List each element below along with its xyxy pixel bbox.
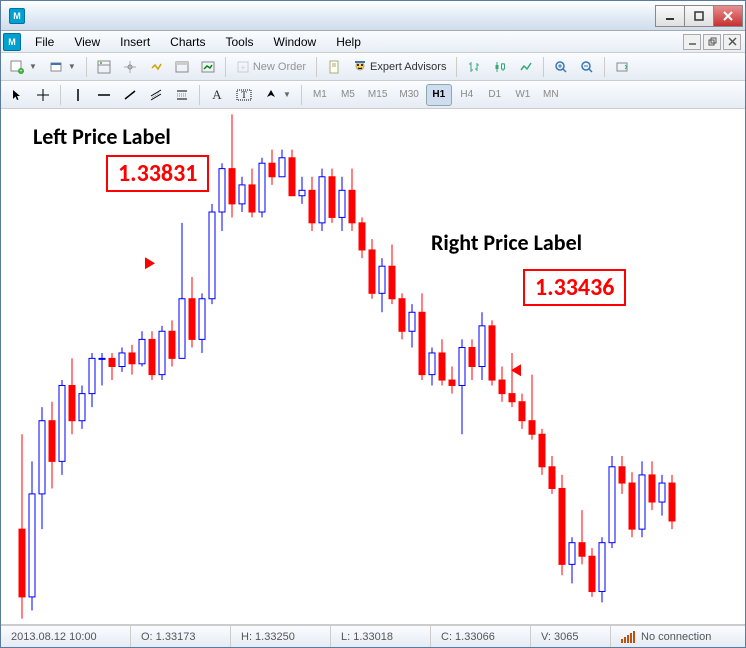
- strategy-tester-button[interactable]: [196, 56, 220, 78]
- status-datetime: 2013.08.12 10:00: [1, 626, 131, 647]
- timeframe-h4[interactable]: H4: [454, 84, 480, 106]
- data-window-button[interactable]: [144, 56, 168, 78]
- profiles-button[interactable]: ▼: [44, 56, 81, 78]
- svg-text:+: +: [241, 63, 246, 72]
- menu-tools[interactable]: Tools: [216, 33, 264, 51]
- minimize-button[interactable]: [655, 5, 685, 27]
- timeframe-m1[interactable]: M1: [307, 84, 333, 106]
- bar-chart-button[interactable]: [462, 56, 486, 78]
- new-order-button[interactable]: + New Order: [231, 56, 311, 78]
- auto-scroll-button[interactable]: [610, 56, 634, 78]
- expert-advisors-button[interactable]: Expert Advisors: [348, 56, 451, 78]
- timeframe-w1[interactable]: W1: [510, 84, 536, 106]
- text-label-button[interactable]: T: [231, 84, 257, 106]
- left-price-label-value: 1.33831: [106, 155, 209, 192]
- toolbar-main: +▼ ▼ +New Order Expert Advisors: [1, 53, 745, 81]
- dropdown-arrow-icon: ▼: [29, 62, 37, 71]
- cursor-button[interactable]: [5, 84, 29, 106]
- mdi-close-button[interactable]: [723, 34, 741, 50]
- timeframe-m15[interactable]: M15: [363, 84, 392, 106]
- timeframe-m5[interactable]: M5: [335, 84, 361, 106]
- terminal-button[interactable]: [170, 56, 194, 78]
- mdi-controls: [683, 34, 743, 50]
- crosshair-button[interactable]: [31, 84, 55, 106]
- line-chart-button[interactable]: [514, 56, 538, 78]
- trendline-button[interactable]: [118, 84, 142, 106]
- market-watch-button[interactable]: [92, 56, 116, 78]
- status-low: L: 1.33018: [331, 626, 431, 647]
- close-button[interactable]: [713, 5, 743, 27]
- status-close: C: 1.33066: [431, 626, 531, 647]
- zoom-out-button[interactable]: [575, 56, 599, 78]
- horizontal-line-button[interactable]: [92, 84, 116, 106]
- candlestick-chart-button[interactable]: [488, 56, 512, 78]
- dropdown-arrow-icon: ▼: [283, 90, 291, 99]
- left-price-label-title: Left Price Label: [33, 123, 171, 150]
- menu-file[interactable]: File: [25, 33, 64, 51]
- equidistant-channel-button[interactable]: [144, 84, 168, 106]
- status-connection-label: No connection: [641, 631, 711, 643]
- toolbar-objects: A T ▼ M1 M5 M15 M30 H1 H4 D1 W1 MN: [1, 81, 745, 109]
- maximize-button[interactable]: [684, 5, 714, 27]
- menu-insert[interactable]: Insert: [110, 33, 160, 51]
- expert-advisors-label: Expert Advisors: [370, 61, 446, 73]
- new-order-label: New Order: [253, 61, 306, 73]
- mdi-minimize-button[interactable]: [683, 34, 701, 50]
- fibonacci-button[interactable]: [170, 84, 194, 106]
- right-price-label-value: 1.33436: [523, 269, 626, 306]
- menu-view[interactable]: View: [64, 33, 110, 51]
- titlebar: M: [1, 1, 745, 31]
- menu-help[interactable]: Help: [326, 33, 371, 51]
- timeframe-mn[interactable]: MN: [538, 84, 564, 106]
- connection-bars-icon: [621, 631, 635, 643]
- status-volume: V: 3065: [531, 626, 611, 647]
- chart-area[interactable]: Left Price Label 1.33831 Right Price Lab…: [1, 109, 745, 625]
- status-open: O: 1.33173: [131, 626, 231, 647]
- menubar: M File View Insert Charts Tools Window H…: [1, 31, 745, 53]
- menu-charts[interactable]: Charts: [160, 33, 215, 51]
- dropdown-arrow-icon: ▼: [68, 62, 76, 71]
- mdi-restore-button[interactable]: [703, 34, 721, 50]
- arrows-button[interactable]: ▼: [259, 84, 296, 106]
- navigator-button[interactable]: [118, 56, 142, 78]
- main-window: M M File View Insert Charts Tools Window…: [0, 0, 746, 648]
- statusbar: 2013.08.12 10:00 O: 1.33173 H: 1.33250 L…: [1, 625, 745, 647]
- status-connection: No connection: [611, 626, 745, 647]
- menu-window[interactable]: Window: [264, 33, 327, 51]
- metaeditor-button[interactable]: [322, 56, 346, 78]
- right-price-label-title: Right Price Label: [431, 229, 582, 256]
- svg-text:T: T: [241, 90, 247, 100]
- app-icon-small: M: [3, 33, 21, 51]
- timeframe-d1[interactable]: D1: [482, 84, 508, 106]
- window-controls: [656, 5, 743, 27]
- new-chart-button[interactable]: +▼: [5, 56, 42, 78]
- app-icon: M: [9, 8, 25, 24]
- vertical-line-button[interactable]: [66, 84, 90, 106]
- zoom-in-button[interactable]: [549, 56, 573, 78]
- timeframe-m30[interactable]: M30: [394, 84, 423, 106]
- svg-text:+: +: [19, 69, 23, 74]
- timeframe-h1[interactable]: H1: [426, 84, 452, 106]
- status-high: H: 1.33250: [231, 626, 331, 647]
- text-button[interactable]: A: [205, 84, 229, 106]
